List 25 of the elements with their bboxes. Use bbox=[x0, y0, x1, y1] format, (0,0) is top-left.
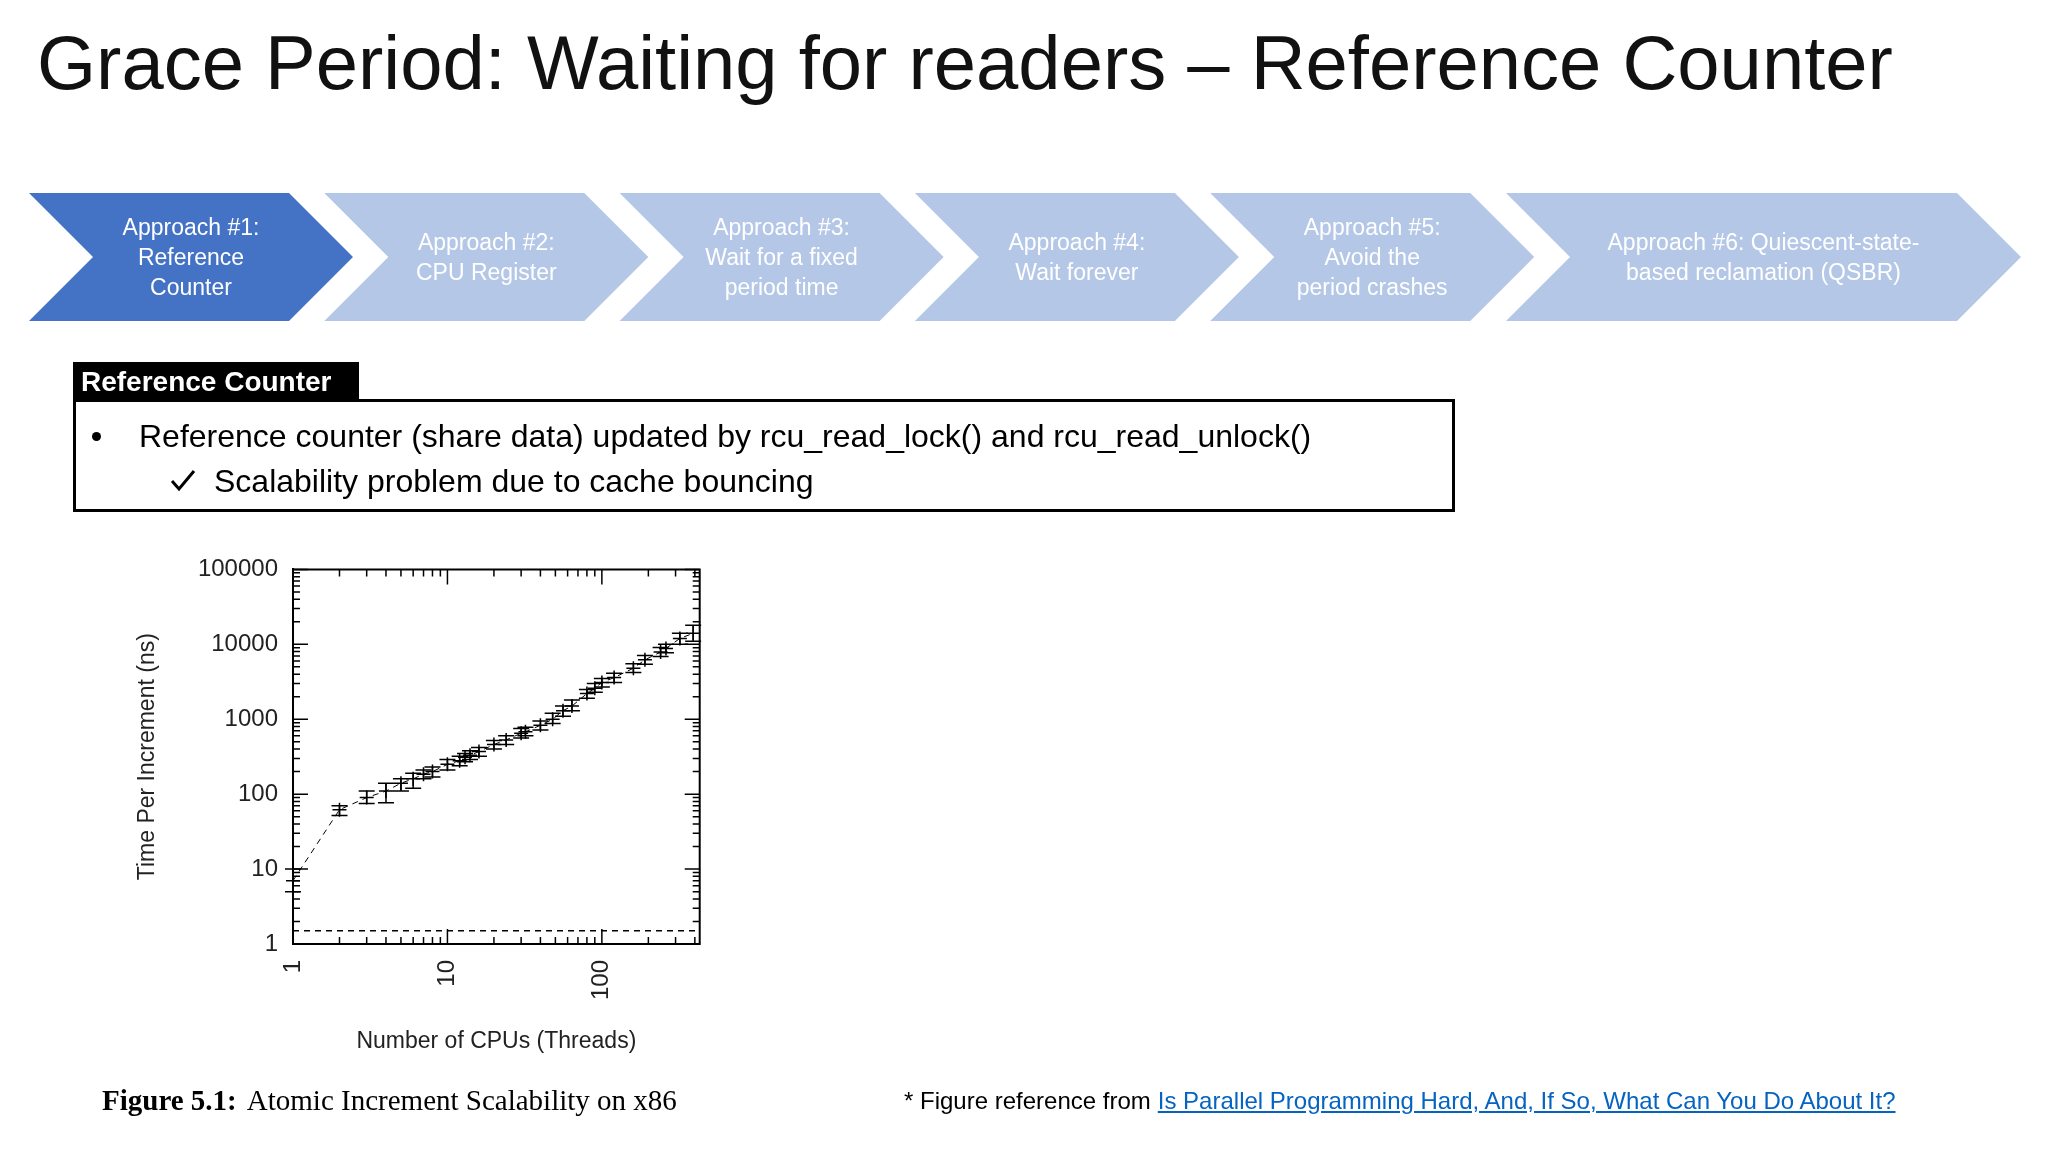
text: Reference Counter bbox=[81, 365, 332, 399]
y-tick-label: 1000 bbox=[224, 703, 278, 731]
text: Scalability problem due to cache bouncing bbox=[214, 462, 814, 500]
text: Approach #6: Quiescent-state-based reclamation (QSBR) bbox=[1606, 228, 1921, 287]
text: Approach #1: Reference Counter bbox=[121, 213, 261, 302]
text: Approach #3: Wait for a fixed period time bbox=[704, 213, 859, 302]
text: * Figure reference from bbox=[904, 1086, 1151, 1116]
text: Approach #4: Wait forever bbox=[1007, 228, 1147, 287]
text: Approach #2: CPU Register bbox=[415, 228, 558, 287]
text: Grace Period: Waiting for readers – Reference Counter bbox=[37, 19, 1893, 107]
y-axis-title: Time Per Increment (ns) bbox=[133, 633, 160, 881]
x-tick-label: 10 bbox=[432, 960, 460, 987]
y-tick-label: 100000 bbox=[197, 554, 278, 582]
y-tick-label: 1 bbox=[264, 928, 278, 956]
x-tick-label: 1 bbox=[277, 960, 305, 974]
y-tick-label: 10000 bbox=[211, 628, 278, 656]
x-axis-title: Number of CPUs (Threads) bbox=[356, 1026, 637, 1053]
text: Approach #5: Avoid the period crashes bbox=[1295, 213, 1449, 302]
text: Is Parallel Programming Hard, And, If So, What Can You Do About It? bbox=[1157, 1086, 1896, 1116]
x-tick-label: 100 bbox=[586, 960, 614, 1001]
y-tick-label: 100 bbox=[237, 778, 278, 806]
caption: Figure 5.1: bbox=[102, 1083, 237, 1118]
text: Reference counter (share data) updated by rcu_read_lock() and rcu_read_unlock() bbox=[139, 417, 1312, 455]
text: Atomic Increment Scalability on x86 bbox=[246, 1083, 677, 1118]
y-tick-label: 10 bbox=[251, 853, 278, 881]
